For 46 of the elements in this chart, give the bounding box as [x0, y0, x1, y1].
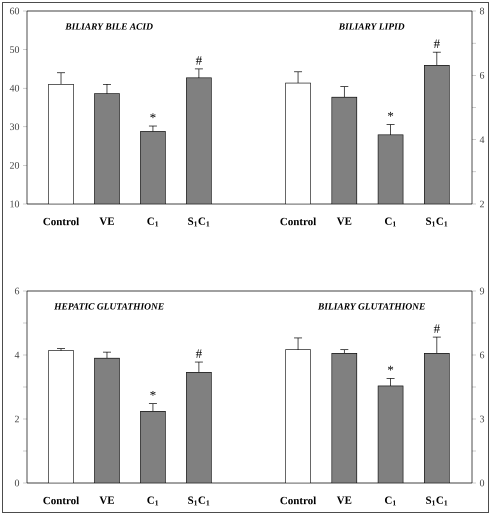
annotation: # — [434, 324, 440, 333]
annotation: * — [388, 366, 394, 371]
x-tick-label: C$_{1}$ — [147, 496, 158, 506]
annotation: # — [196, 56, 202, 65]
x-tick-label: Control — [43, 218, 79, 226]
x-tick-label: S$_{1}$C$_{1}$ — [426, 496, 448, 506]
y-tick-label: 4 — [14, 352, 20, 358]
y-tick-label: 2 — [480, 200, 484, 208]
x-tick-label: C$_{1}$ — [384, 496, 396, 506]
y-tick-label: 20 — [10, 162, 20, 169]
x-tick-label: VE — [99, 496, 114, 504]
x-tick-label: Control — [280, 218, 316, 226]
x-tick-label: S$_{1}$C$_{1}$ — [426, 218, 448, 226]
y-tick-label: 6 — [480, 72, 484, 79]
y-tick-label: 4 — [480, 136, 484, 143]
x-tick-label: Control — [280, 496, 316, 504]
x-tick-label: VE — [336, 218, 352, 225]
x-tick-label: C$_{1}$ — [384, 218, 396, 226]
x-tick-label: C$_{1}$ — [147, 218, 158, 226]
x-tick-label: VE — [336, 496, 352, 504]
annotation: # — [196, 349, 202, 358]
y-tick-label: 30 — [10, 123, 20, 130]
y-tick-label: 0 — [480, 480, 484, 486]
x-tick-label: VE — [99, 218, 114, 225]
annotation: * — [388, 112, 394, 117]
y-tick-label: 50 — [10, 46, 20, 53]
annotation: * — [150, 113, 156, 118]
y-tick-label: 10 — [10, 200, 20, 208]
text: BILIARY GLUTATHIONE — [318, 303, 425, 310]
y-tick-label: 2 — [14, 416, 19, 422]
text: BILIARY LIPID — [338, 23, 404, 30]
text: HEPATIC GLUTATHIONE — [54, 303, 164, 310]
annotation: # — [434, 39, 440, 48]
text: BILIARY BILE ACID — [65, 23, 153, 30]
x-tick-label: S$_{1}$C$_{1}$ — [188, 218, 210, 226]
x-tick-label: S$_{1}$C$_{1}$ — [188, 496, 210, 506]
y-tick-label: 9 — [480, 288, 484, 294]
y-tick-label: 60 — [10, 8, 20, 14]
y-tick-label: 40 — [10, 84, 20, 92]
y-tick-label: 0 — [14, 480, 20, 486]
y-tick-label: 6 — [480, 352, 484, 358]
y-tick-label: 8 — [480, 8, 484, 14]
y-tick-label: 3 — [480, 416, 484, 422]
y-tick-label: 6 — [14, 288, 20, 294]
annotation: * — [150, 390, 156, 396]
x-tick-label: Control — [43, 496, 79, 504]
